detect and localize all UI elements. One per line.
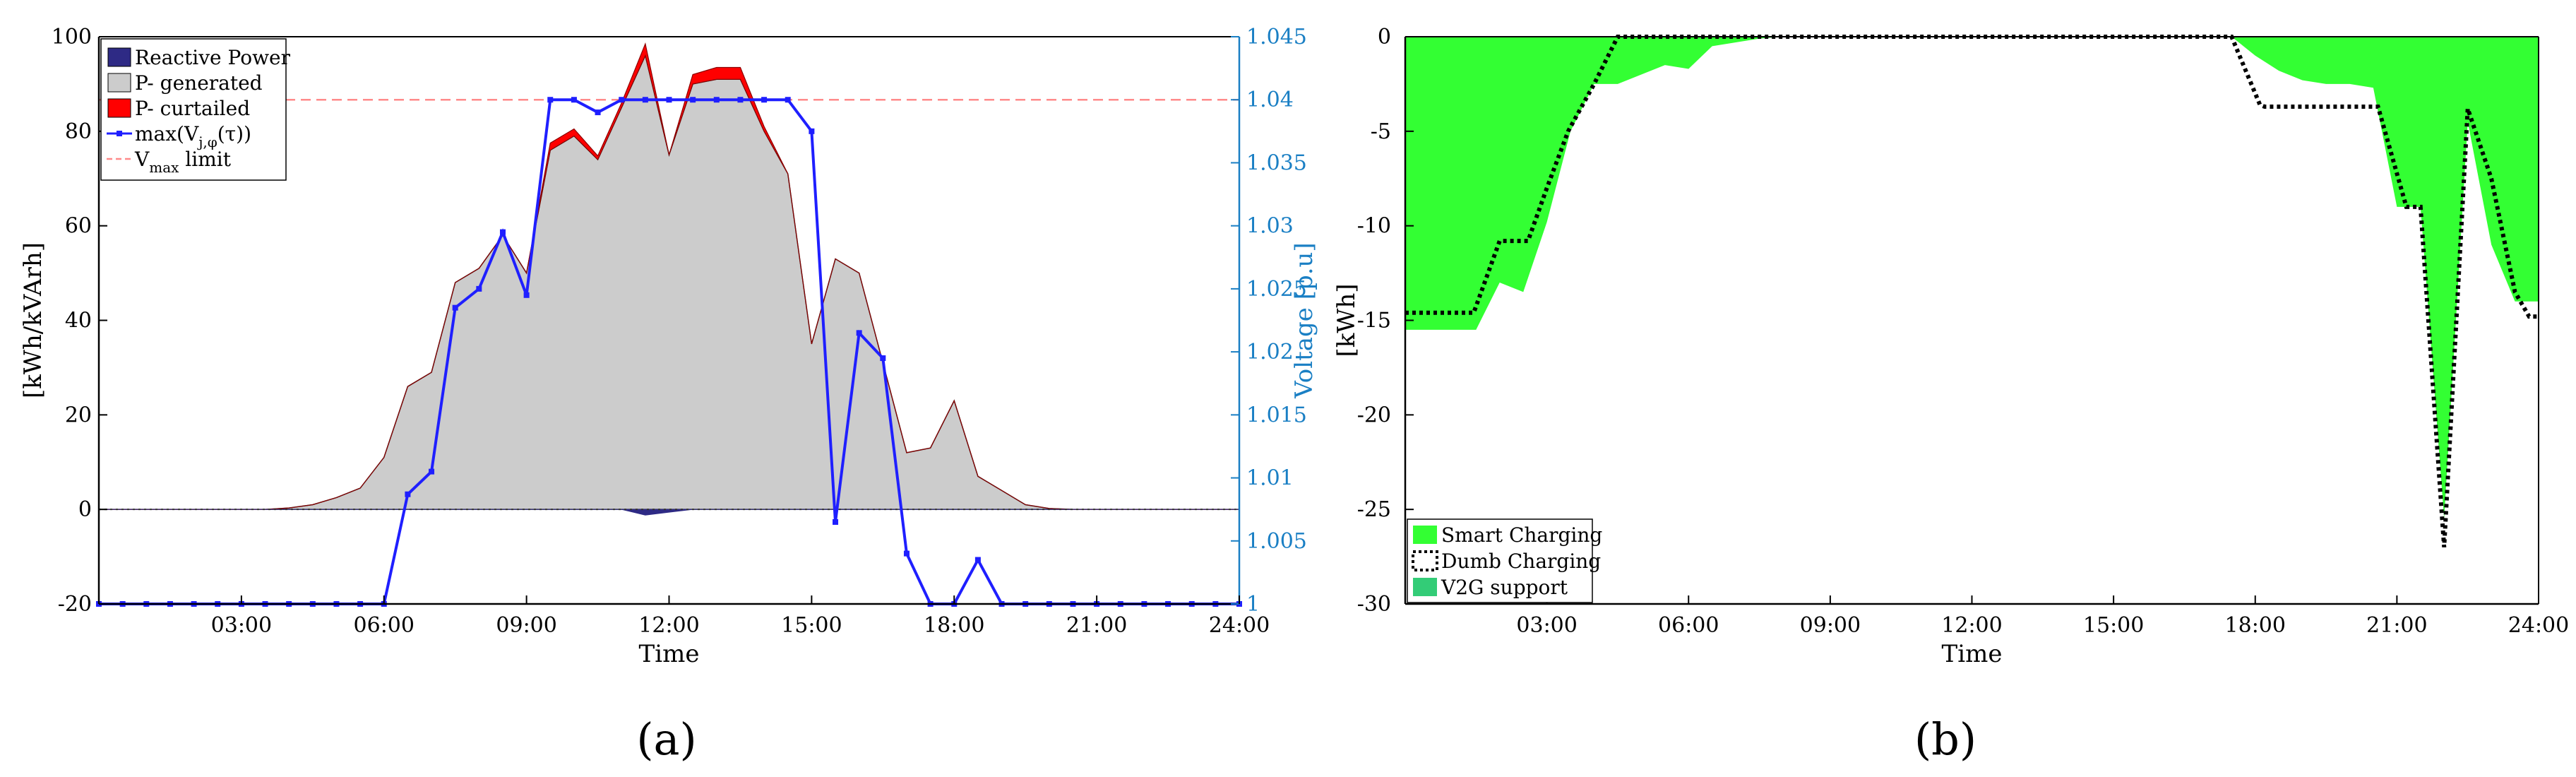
- x-tick-label: 21:00: [1066, 613, 1127, 638]
- panel-label-b: (b): [1914, 713, 1976, 765]
- y-tick-label: -30: [1357, 592, 1391, 617]
- y2-axis-label: Voltage [p.u]: [1290, 242, 1318, 398]
- voltage-point: [690, 97, 696, 103]
- y-tick-label: -25: [1357, 497, 1391, 522]
- curtailed-area: [99, 42, 1239, 510]
- legend-label-voltage: max(Vj,φ(τ)): [135, 122, 251, 150]
- y-tick-label: -5: [1371, 119, 1391, 144]
- y-tick-label: 100: [52, 25, 92, 49]
- y2-tick-label: 1.005: [1246, 529, 1307, 554]
- legend-label-curtailed: P- curtailed: [135, 97, 250, 120]
- y-axis-label: [kWh]: [1332, 284, 1361, 357]
- y2-tick-label: 1.04: [1246, 88, 1294, 112]
- legend-box: [100, 38, 287, 181]
- voltage-point: [903, 550, 910, 557]
- voltage-point: [785, 97, 791, 103]
- y2-tick-label: 1.045: [1246, 25, 1307, 49]
- voltage-point: [429, 468, 435, 475]
- legend-swatch-dumb: [1412, 550, 1438, 571]
- voltage-point: [666, 97, 672, 103]
- legend-label-smart: Smart Charging: [1441, 523, 1602, 547]
- legend-label-v2g: V2G support: [1441, 576, 1568, 599]
- legend-box: [1407, 518, 1593, 603]
- y-tick-label: 0: [1378, 25, 1391, 49]
- legend-label-vmax: Vmax limit: [134, 148, 232, 176]
- y2-tick-label: 1.025: [1246, 277, 1307, 302]
- voltage-point: [713, 97, 720, 103]
- x-tick-label: 12:00: [1941, 613, 2002, 638]
- voltage-point: [571, 97, 577, 103]
- y2-tick-label: 1.03: [1246, 214, 1294, 239]
- y2-tick-label: 1.01: [1246, 466, 1294, 491]
- x-tick-label: 18:00: [924, 613, 984, 638]
- x-tick-label: 09:00: [1800, 613, 1861, 638]
- legend-swatch-smart: [1413, 526, 1437, 544]
- voltage-point: [405, 491, 411, 497]
- voltage-point: [499, 229, 506, 235]
- x-tick-label: 15:00: [2083, 613, 2144, 638]
- voltage-point: [476, 285, 482, 292]
- legend-label-generated: P- generated: [135, 71, 263, 95]
- x-tick-label: 24:00: [2508, 613, 2569, 638]
- legend-swatch-v2g: [1413, 578, 1437, 596]
- reactive-area: [99, 509, 1239, 516]
- voltage-point: [452, 304, 458, 311]
- chart-a: -20 0 20 40 60 80 100 1 1.005 1.01 1.015 1.02 1.025 1…: [19, 25, 1318, 668]
- x-tick-label: 06:00: [354, 613, 415, 638]
- legend-label-reactive: Reactive Power: [135, 46, 291, 69]
- voltage-point: [833, 519, 839, 526]
- x-tick-label: 06:00: [1658, 613, 1719, 638]
- x-tick-label: 12:00: [638, 613, 699, 638]
- y-tick-label: -15: [1357, 309, 1391, 333]
- y-tick-label: -10: [1357, 214, 1391, 239]
- voltage-point: [880, 355, 886, 362]
- x-axis-label: Time: [639, 640, 700, 668]
- y-tick-label: 20: [65, 403, 92, 427]
- x-tick-label: 03:00: [1516, 613, 1577, 638]
- smart-charging-area: [1405, 37, 2539, 519]
- voltage-point: [523, 292, 530, 298]
- y2-tick-label: 1.02: [1246, 340, 1294, 364]
- voltage-point: [809, 128, 815, 134]
- dumb-charging-line: [1405, 35, 2539, 547]
- x-tick-label: 03:00: [211, 613, 272, 638]
- legend-marker-voltage: [117, 131, 122, 136]
- voltage-point: [761, 97, 768, 103]
- voltage-point: [619, 97, 625, 103]
- y-tick-label: 60: [65, 214, 92, 239]
- voltage-point: [856, 330, 862, 336]
- voltage-point: [547, 97, 554, 103]
- chart-b: -30 -25 -20 -15 -10 -5 0 03:00 06:00 09:00 12:00 15…: [1332, 25, 2569, 668]
- voltage-point: [737, 97, 744, 103]
- x-tick-label: 18:00: [2225, 613, 2286, 638]
- legend-swatch-curtailed: [107, 98, 131, 118]
- y-tick-label: 80: [65, 119, 92, 144]
- x-axis-label: Time: [1942, 640, 2003, 668]
- legend-swatch-generated: [107, 73, 131, 93]
- voltage-point: [642, 97, 648, 103]
- x-tick-label: 24:00: [1209, 613, 1270, 638]
- y2-tick-label: 1.035: [1246, 150, 1307, 175]
- y-axis-label: [kWh/kVArh]: [19, 242, 47, 398]
- y-tick-label: 40: [65, 309, 92, 333]
- y-tick-label: 0: [78, 497, 92, 522]
- x-tick-label: 09:00: [496, 613, 556, 638]
- voltage-point: [595, 109, 601, 116]
- y-tick-label: -20: [1357, 403, 1391, 427]
- legend-swatch-reactive: [107, 47, 131, 67]
- x-tick-label: 15:00: [781, 613, 842, 638]
- panel-label-a: (a): [636, 713, 696, 765]
- x-tick-label: 21:00: [2366, 613, 2427, 638]
- y2-tick-label: 1.015: [1246, 403, 1307, 427]
- y2-tick-label: 1: [1246, 592, 1260, 617]
- y-tick-label: -20: [58, 592, 92, 617]
- legend-label-dumb: Dumb Charging: [1441, 550, 1601, 573]
- voltage-point: [974, 557, 981, 563]
